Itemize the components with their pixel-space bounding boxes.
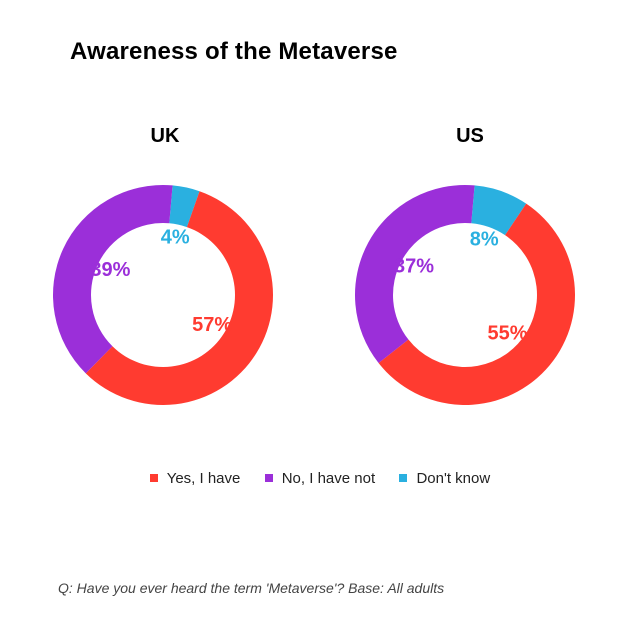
legend-item-yes: Yes, I have — [150, 470, 241, 487]
legend-label-yes: Yes, I have — [167, 470, 241, 487]
pct-label: 8% — [470, 229, 499, 251]
chart-title: Awareness of the Metaverse — [70, 38, 398, 66]
legend-swatch-yes — [150, 474, 158, 482]
legend-swatch-no — [265, 474, 273, 482]
pct-label: 4% — [161, 227, 190, 249]
legend-swatch-dk — [399, 474, 407, 482]
pct-label: 57% — [192, 314, 232, 336]
us-label: US — [420, 125, 520, 148]
legend: Yes, I have No, I have not Don't know — [0, 470, 640, 487]
uk-donut-chart: 4% 57% 39% — [38, 170, 288, 420]
legend-label-no: No, I have not — [282, 470, 375, 487]
legend-item-dk: Don't know — [399, 470, 490, 487]
pct-label: 39% — [90, 259, 130, 281]
us-donut-chart: 8% 55% 37% — [340, 170, 590, 420]
pct-label: 55% — [488, 323, 528, 345]
footer-question: Q: Have you ever heard the term 'Metaver… — [58, 580, 444, 596]
legend-label-dk: Don't know — [416, 470, 490, 487]
uk-label: UK — [115, 125, 215, 148]
pct-label: 37% — [394, 256, 434, 278]
legend-item-no: No, I have not — [265, 470, 376, 487]
